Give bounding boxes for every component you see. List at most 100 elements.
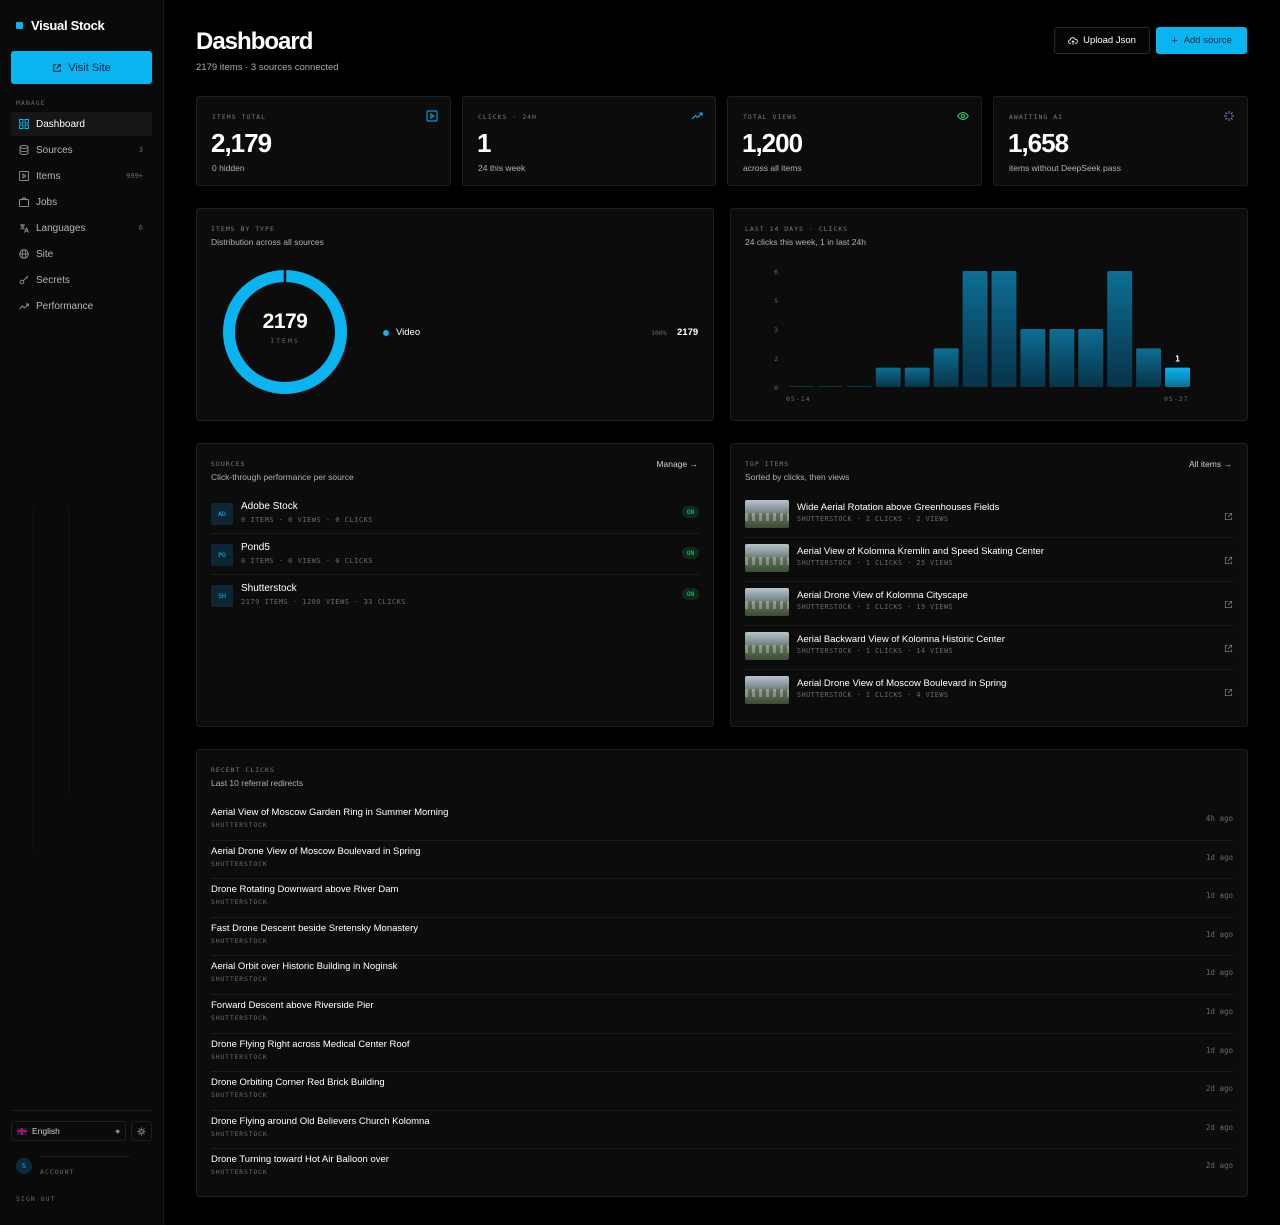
sidebar-item-languages[interactable]: Languages 6: [11, 216, 152, 240]
chart-bar[interactable]: [1136, 348, 1162, 387]
sidebar-item-jobs[interactable]: Jobs: [11, 190, 152, 214]
y-tick-label: 0: [774, 384, 778, 392]
trend-up-icon: [691, 109, 703, 121]
stat-label: CLICKS · 24H: [478, 113, 537, 121]
click-source: SHUTTERSTOCK: [211, 1052, 268, 1061]
stat-label: TOTAL VIEWS: [743, 113, 798, 121]
add-source-button[interactable]: + Add source: [1156, 27, 1247, 54]
chart-bar[interactable]: [1020, 329, 1046, 387]
source-row[interactable]: AD Adobe Stock 0 ITEMS · 0 VIEWS · 0 CLI…: [211, 493, 699, 534]
source-row[interactable]: PO Pond5 0 ITEMS · 0 VIEWS · 0 CLICKS ON: [211, 534, 699, 575]
manage-sources-link[interactable]: Manage →: [656, 459, 698, 469]
chart-bar[interactable]: [1078, 329, 1104, 387]
recent-click-row[interactable]: Forward Descent above Riverside Pier SHUT…: [211, 995, 1233, 1034]
stat-value: 2,179: [211, 128, 272, 158]
avatar[interactable]: S: [16, 1158, 32, 1174]
recent-click-row[interactable]: Drone Rotating Downward above River Dam S…: [211, 879, 1233, 918]
brand[interactable]: Visual Stock: [16, 18, 105, 33]
clicks-chart-card: LAST 14 DAYS · CLICKS 24 clicks this wee…: [730, 208, 1248, 421]
chevron-down-icon: ◆: [115, 1128, 120, 1135]
divider: [40, 1156, 130, 1157]
status-badge[interactable]: ON: [682, 588, 699, 600]
legend-count: 2179: [677, 327, 699, 338]
sidebar-decoration: [33, 505, 69, 850]
top-item-row[interactable]: Aerial Drone View of Moscow Boulevard in…: [745, 670, 1233, 714]
click-source: SHUTTERSTOCK: [211, 975, 268, 984]
all-items-link[interactable]: All items →: [1189, 459, 1232, 469]
divider: [11, 1110, 152, 1111]
recent-click-row[interactable]: Aerial Orbit over Historic Building in N…: [211, 956, 1233, 995]
click-time-ago: 2d ago: [1205, 1122, 1233, 1132]
visit-site-button[interactable]: Visit Site: [11, 51, 152, 84]
sidebar: Visual Stock Visit Site MANAGE Dashboard…: [0, 0, 164, 1225]
top-item-row[interactable]: Aerial Backward View of Kolomna Historic…: [745, 626, 1233, 670]
sources-card: SOURCES Click-through performance per so…: [196, 443, 714, 727]
upload-json-button[interactable]: Upload Json: [1054, 27, 1150, 54]
recent-click-row[interactable]: Aerial View of Moscow Garden Ring in Sum…: [211, 802, 1233, 841]
sidebar-item-label: Items: [36, 170, 61, 182]
sidebar-item-badge: 999+: [126, 172, 143, 180]
globe-icon: [19, 249, 29, 259]
card-subtitle: Click-through performance per source: [211, 472, 354, 482]
chart-bar[interactable]: [1049, 329, 1075, 387]
external-link-icon[interactable]: [1224, 596, 1233, 609]
sidebar-item-sources[interactable]: Sources 3: [11, 138, 152, 162]
recent-click-row[interactable]: Aerial Drone View of Moscow Boulevard in…: [211, 841, 1233, 880]
page-title: Dashboard: [196, 28, 313, 55]
chart-bar[interactable]: [1165, 367, 1190, 387]
sidebar-item-site[interactable]: Site: [11, 242, 152, 266]
top-item-row[interactable]: Wide Aerial Rotation above Greenhouses F…: [745, 494, 1233, 538]
item-thumbnail: [745, 544, 789, 572]
external-link-icon[interactable]: [1224, 508, 1233, 521]
uk-flag-icon: [17, 1127, 27, 1135]
items-by-type-card: ITEMS BY TYPE Distribution across all so…: [196, 208, 714, 421]
chart-bar[interactable]: [962, 271, 988, 387]
external-link-icon[interactable]: [1224, 552, 1233, 565]
chart-bar[interactable]: [1107, 271, 1133, 387]
chart-bar[interactable]: [991, 271, 1017, 387]
click-title: Forward Descent above Riverside Pier: [211, 1000, 374, 1011]
sidebar-item-dashboard[interactable]: Dashboard: [11, 112, 152, 136]
sidebar-item-items[interactable]: Items 999+: [11, 164, 152, 188]
sparkle-icon: [1223, 109, 1235, 121]
cloud-upload-icon: [1068, 36, 1078, 45]
chart-bar[interactable]: [817, 386, 843, 387]
language-select[interactable]: English ◆: [11, 1121, 126, 1141]
sign-out-link[interactable]: SIGN OUT: [16, 1195, 56, 1203]
source-name: Shutterstock: [241, 583, 297, 594]
top-item-row[interactable]: Aerial Drone View of Kolomna Cityscape S…: [745, 582, 1233, 626]
click-time-ago: 2d ago: [1205, 1161, 1233, 1171]
status-badge[interactable]: ON: [682, 547, 699, 559]
status-badge[interactable]: ON: [682, 506, 699, 518]
sidebar-item-secrets[interactable]: Secrets: [11, 268, 152, 292]
recent-click-row[interactable]: Drone Orbiting Corner Red Brick Building…: [211, 1072, 1233, 1111]
theme-toggle-button[interactable]: [131, 1121, 152, 1141]
stat-value: 1,658: [1008, 128, 1069, 158]
item-thumbnail: [745, 676, 789, 704]
top-items-card: TOP ITEMS Sorted by clicks, then views A…: [730, 443, 1248, 727]
card-subtitle: 24 clicks this week, 1 in last 24h: [745, 237, 866, 247]
chart-bar[interactable]: [875, 367, 901, 387]
trend-icon: [19, 301, 29, 311]
source-abbr: SH: [211, 585, 233, 607]
card-label: RECENT CLICKS: [211, 766, 275, 774]
chart-bar[interactable]: [846, 386, 872, 387]
recent-click-row[interactable]: Drone Flying Right across Medical Center…: [211, 1034, 1233, 1073]
top-item-row[interactable]: Aerial View of Kolomna Kremlin and Speed…: [745, 538, 1233, 582]
click-source: SHUTTERSTOCK: [211, 821, 268, 829]
source-abbr: PO: [211, 544, 233, 566]
sidebar-item-performance[interactable]: Performance: [11, 294, 152, 318]
recent-click-row[interactable]: Drone Turning toward Hot Air Balloon ove…: [211, 1149, 1233, 1188]
chart-bar[interactable]: [933, 348, 959, 387]
sun-icon: [137, 1126, 146, 1136]
account-label[interactable]: ACCOUNT: [40, 1168, 75, 1176]
recent-click-row[interactable]: Drone Flying around Old Believers Church…: [211, 1111, 1233, 1150]
legend-percent: 100%: [651, 329, 667, 337]
external-link-icon[interactable]: [1224, 684, 1233, 697]
external-link-icon[interactable]: [1224, 640, 1233, 653]
source-row[interactable]: SH Shutterstock 2179 ITEMS · 1200 VIEWS …: [211, 575, 699, 616]
chart-bar[interactable]: [904, 367, 930, 387]
recent-click-row[interactable]: Fast Drone Descent beside Sretensky Mona…: [211, 918, 1233, 957]
chart-bar[interactable]: [789, 386, 814, 387]
click-source: SHUTTERSTOCK: [211, 1014, 268, 1022]
